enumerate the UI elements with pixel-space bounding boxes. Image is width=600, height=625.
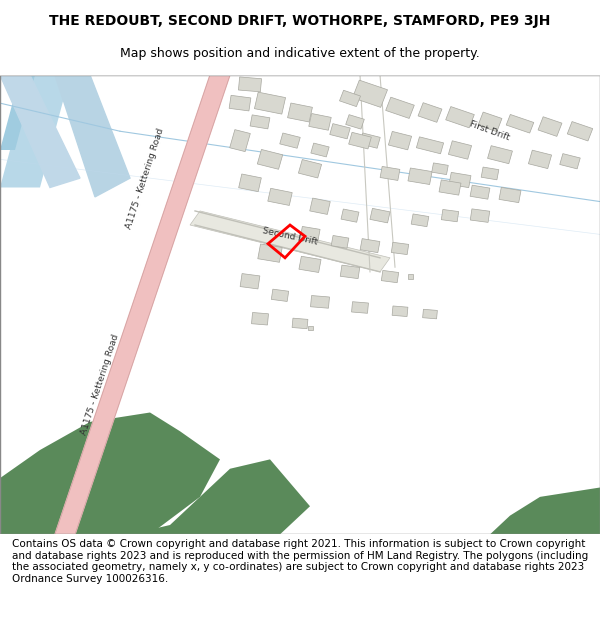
Polygon shape [349, 132, 371, 149]
Polygon shape [258, 244, 282, 262]
Polygon shape [352, 80, 388, 107]
Polygon shape [346, 114, 364, 129]
Polygon shape [257, 149, 283, 169]
Polygon shape [0, 412, 220, 534]
Polygon shape [311, 296, 329, 308]
Polygon shape [239, 174, 262, 192]
Polygon shape [449, 173, 471, 188]
Text: THE REDOUBT, SECOND DRIFT, WOTHORPE, STAMFORD, PE9 3JH: THE REDOUBT, SECOND DRIFT, WOTHORPE, STA… [49, 14, 551, 28]
Polygon shape [360, 239, 380, 252]
Polygon shape [55, 75, 130, 197]
Polygon shape [230, 129, 250, 152]
Polygon shape [331, 236, 349, 248]
Polygon shape [407, 274, 413, 279]
Polygon shape [432, 163, 448, 174]
Polygon shape [0, 75, 80, 188]
Polygon shape [0, 75, 70, 188]
Polygon shape [360, 133, 380, 148]
Polygon shape [287, 103, 313, 122]
Polygon shape [416, 137, 443, 154]
Polygon shape [567, 121, 593, 141]
Polygon shape [130, 459, 310, 534]
Polygon shape [411, 214, 429, 227]
Polygon shape [529, 150, 551, 169]
Polygon shape [271, 289, 289, 301]
Polygon shape [478, 112, 502, 132]
Text: Contains OS data © Crown copyright and database right 2021. This information is : Contains OS data © Crown copyright and d… [12, 539, 588, 584]
Text: Map shows position and indicative extent of the property.: Map shows position and indicative extent… [120, 48, 480, 61]
Polygon shape [292, 318, 308, 329]
Polygon shape [408, 168, 432, 184]
Polygon shape [330, 124, 350, 139]
Polygon shape [481, 167, 499, 180]
Polygon shape [0, 75, 35, 150]
Polygon shape [298, 159, 322, 178]
Polygon shape [448, 141, 472, 159]
Polygon shape [340, 265, 360, 279]
Polygon shape [538, 117, 562, 136]
Polygon shape [190, 211, 390, 272]
Polygon shape [560, 154, 580, 169]
Polygon shape [238, 77, 262, 92]
Polygon shape [55, 75, 230, 534]
Polygon shape [251, 312, 268, 325]
Text: First Drift: First Drift [469, 120, 511, 142]
Polygon shape [254, 92, 286, 114]
Polygon shape [370, 208, 390, 223]
Polygon shape [352, 302, 368, 313]
Polygon shape [310, 198, 330, 214]
Polygon shape [499, 188, 521, 202]
Text: A1175 - Kettering Road: A1175 - Kettering Road [124, 127, 166, 229]
Text: Second Drift: Second Drift [262, 226, 319, 246]
Polygon shape [442, 209, 458, 222]
Polygon shape [439, 180, 461, 195]
Polygon shape [240, 274, 260, 289]
Polygon shape [418, 102, 442, 122]
Polygon shape [382, 271, 398, 282]
Polygon shape [341, 209, 359, 222]
Polygon shape [229, 96, 251, 111]
Polygon shape [490, 488, 600, 534]
Polygon shape [446, 107, 475, 128]
Polygon shape [268, 188, 292, 206]
Polygon shape [309, 114, 331, 130]
Polygon shape [470, 185, 490, 199]
Polygon shape [340, 90, 361, 107]
Polygon shape [250, 115, 270, 129]
Polygon shape [506, 114, 534, 133]
Polygon shape [391, 242, 409, 254]
Polygon shape [380, 166, 400, 181]
Polygon shape [280, 133, 300, 148]
Polygon shape [422, 309, 437, 319]
Polygon shape [308, 326, 313, 331]
Polygon shape [488, 146, 512, 164]
Polygon shape [300, 226, 320, 242]
Polygon shape [311, 143, 329, 157]
Polygon shape [299, 256, 321, 272]
Polygon shape [470, 209, 490, 222]
Polygon shape [392, 306, 408, 316]
Text: A1175 - Kettering Road: A1175 - Kettering Road [79, 333, 121, 436]
Polygon shape [386, 98, 415, 118]
Polygon shape [388, 131, 412, 150]
